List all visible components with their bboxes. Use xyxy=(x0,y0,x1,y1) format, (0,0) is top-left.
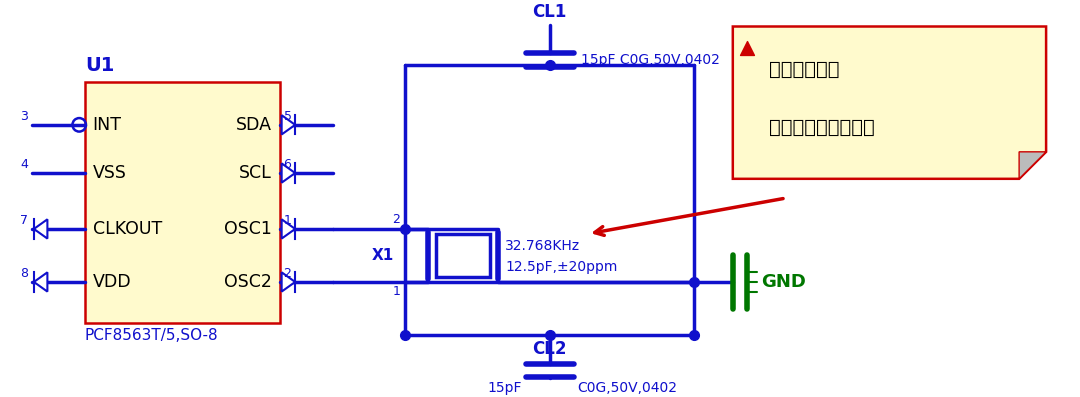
Text: SCL: SCL xyxy=(240,164,272,182)
Text: CL2: CL2 xyxy=(532,340,567,358)
Text: GND: GND xyxy=(760,273,806,291)
Text: 32.768KHz: 32.768KHz xyxy=(505,239,580,253)
Polygon shape xyxy=(1020,152,1047,179)
Text: 3: 3 xyxy=(21,110,28,123)
Text: 实际值请以调试为准: 实际值请以调试为准 xyxy=(769,118,875,137)
Polygon shape xyxy=(33,219,48,239)
Polygon shape xyxy=(733,27,1047,179)
Text: 4: 4 xyxy=(21,158,28,171)
Text: PCF8563T/5,SO-8: PCF8563T/5,SO-8 xyxy=(85,328,218,343)
Text: CL1: CL1 xyxy=(532,3,567,21)
Text: INT: INT xyxy=(93,116,122,134)
Text: OSC1: OSC1 xyxy=(225,220,272,238)
Polygon shape xyxy=(282,164,295,183)
Polygon shape xyxy=(282,272,295,292)
Point xyxy=(739,44,756,51)
Text: 7: 7 xyxy=(21,214,28,227)
Text: 15pF: 15pF xyxy=(487,381,522,395)
Text: 12.5pF,±20ppm: 12.5pF,±20ppm xyxy=(505,260,618,274)
Text: 晶振连接方式: 晶振连接方式 xyxy=(769,60,840,79)
Bar xyxy=(85,83,280,324)
Text: C0G,50V,0402: C0G,50V,0402 xyxy=(578,381,677,395)
Polygon shape xyxy=(282,219,295,239)
Text: 6: 6 xyxy=(284,158,292,171)
Text: 1: 1 xyxy=(392,285,401,298)
Text: VDD: VDD xyxy=(93,273,132,291)
Text: 8: 8 xyxy=(21,267,28,280)
Text: OSC2: OSC2 xyxy=(225,273,272,291)
Text: VSS: VSS xyxy=(93,164,126,182)
Text: U1: U1 xyxy=(85,56,114,75)
Text: SDA: SDA xyxy=(237,116,272,134)
Text: 5: 5 xyxy=(284,110,292,123)
Polygon shape xyxy=(282,115,295,135)
Text: 1: 1 xyxy=(284,214,292,227)
Text: CLKOUT: CLKOUT xyxy=(93,220,162,238)
Text: 15pF C0G,50V,0402: 15pF C0G,50V,0402 xyxy=(581,53,720,67)
Text: X1: X1 xyxy=(373,248,394,263)
Polygon shape xyxy=(33,272,48,292)
Bar xyxy=(436,234,490,277)
Text: 2: 2 xyxy=(284,267,292,280)
Text: 2: 2 xyxy=(392,213,401,226)
